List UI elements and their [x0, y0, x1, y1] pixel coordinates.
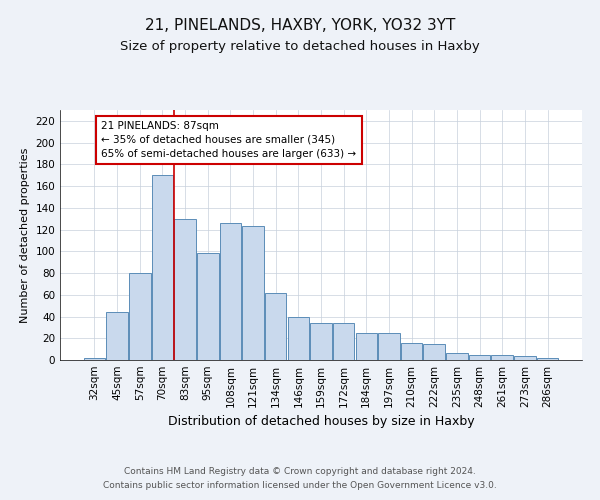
- Y-axis label: Number of detached properties: Number of detached properties: [20, 148, 30, 322]
- Bar: [287, 316, 309, 360]
- Bar: [84, 358, 105, 360]
- Bar: [469, 354, 490, 360]
- Bar: [106, 312, 128, 360]
- Bar: [514, 356, 536, 360]
- Bar: [378, 333, 400, 360]
- Bar: [446, 354, 467, 360]
- Text: 21 PINELANDS: 87sqm
← 35% of detached houses are smaller (345)
65% of semi-detac: 21 PINELANDS: 87sqm ← 35% of detached ho…: [101, 121, 356, 159]
- Text: 21, PINELANDS, HAXBY, YORK, YO32 3YT: 21, PINELANDS, HAXBY, YORK, YO32 3YT: [145, 18, 455, 32]
- Bar: [491, 354, 513, 360]
- Bar: [401, 342, 422, 360]
- Bar: [175, 218, 196, 360]
- Text: Contains public sector information licensed under the Open Government Licence v3: Contains public sector information licen…: [103, 481, 497, 490]
- Bar: [265, 292, 286, 360]
- Bar: [129, 273, 151, 360]
- Bar: [424, 344, 445, 360]
- Bar: [152, 175, 173, 360]
- Bar: [242, 226, 264, 360]
- Bar: [537, 358, 558, 360]
- Text: Size of property relative to detached houses in Haxby: Size of property relative to detached ho…: [120, 40, 480, 53]
- Text: Contains HM Land Registry data © Crown copyright and database right 2024.: Contains HM Land Registry data © Crown c…: [124, 467, 476, 476]
- Bar: [333, 323, 355, 360]
- X-axis label: Distribution of detached houses by size in Haxby: Distribution of detached houses by size …: [167, 416, 475, 428]
- Bar: [356, 333, 377, 360]
- Bar: [197, 254, 218, 360]
- Bar: [310, 323, 332, 360]
- Bar: [220, 223, 241, 360]
